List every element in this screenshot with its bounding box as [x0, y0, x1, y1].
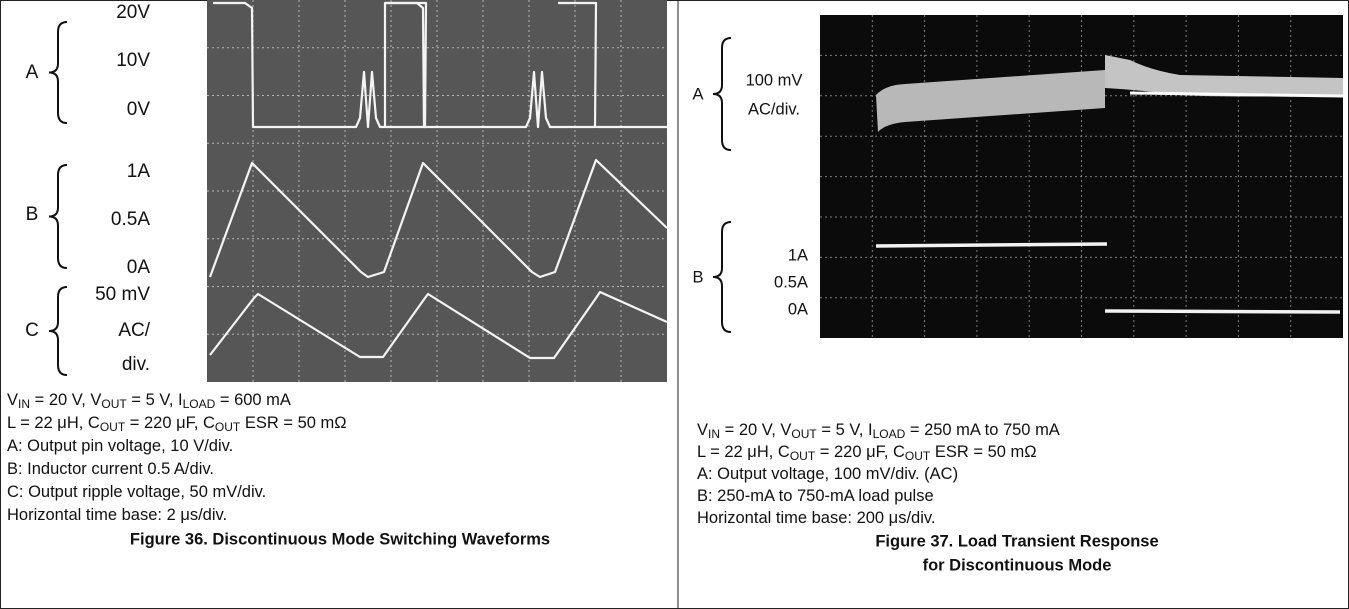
- caption-text: L = 22 μH, C: [7, 414, 100, 432]
- caption-text: = 220 μF, C: [125, 414, 215, 432]
- figure-title: for Discontinuous Mode: [923, 556, 1112, 574]
- subscript: OUT: [215, 420, 241, 434]
- caption-text: = 5 V, I: [817, 421, 873, 439]
- caption-text: = 250 mA to 750 mA: [905, 421, 1060, 439]
- trace-letter: C: [25, 320, 39, 341]
- scale-label: AC/div.: [748, 100, 800, 118]
- brace: [712, 37, 732, 151]
- scale-label: AC/: [118, 320, 150, 341]
- scope-left: [207, 0, 668, 382]
- caption-text: = 600 mA: [215, 391, 291, 409]
- caption-line: L = 22 μH, COUT = 220 μF, COUT ESR = 50 …: [697, 443, 1037, 462]
- scale-label: 0.5A: [111, 209, 150, 230]
- texts: A B C 20V 10V 0V 1A 0.5A 0A 50 mV AC/div. A B 100 mV A…: [7, 2, 1159, 574]
- caption-line: A: Output pin voltage, 10 V/div.: [7, 437, 233, 455]
- scale-label: 0.5A: [774, 273, 808, 291]
- caption-text: B: Inductor current 0.5 A/div.: [7, 460, 214, 478]
- scale-label: 1A: [788, 246, 808, 264]
- scale-label: 0V: [127, 99, 151, 120]
- caption-line: B: 250-mA to 750-mA load pulse: [697, 487, 934, 505]
- caption-line: L = 22 μH, COUT = 220 μF, COUT ESR = 50 …: [7, 414, 347, 433]
- caption-line: VIN = 20 V, VOUT = 5 V, ILOAD = 250 mA t…: [697, 421, 1060, 440]
- brace: [48, 21, 68, 124]
- subscript: OUT: [100, 420, 126, 434]
- scale-label: 0A: [127, 257, 151, 278]
- trace-letter: A: [692, 85, 703, 103]
- scale-label: div.: [122, 354, 150, 375]
- subscript: OUT: [790, 449, 816, 463]
- caption-text: A: Output voltage, 100 mV/div. (AC): [697, 465, 958, 483]
- caption-text: = 5 V, I: [127, 391, 183, 409]
- caption-line: Horizontal time base: 200 μs/div.: [697, 509, 935, 527]
- trace-letter: B: [692, 268, 703, 286]
- caption-text: ESR = 50 mΩ: [240, 414, 346, 432]
- subscript: IN: [708, 427, 720, 441]
- scale-label: 50 mV: [95, 284, 150, 305]
- scale-label: 10V: [116, 50, 150, 71]
- caption-text: = 20 V, V: [30, 391, 101, 409]
- caption-text: = 220 μF, C: [815, 443, 905, 461]
- caption-text: ESR = 50 mΩ: [930, 443, 1036, 461]
- figure-title: Figure 37. Load Transient Response: [875, 532, 1158, 550]
- brace: [48, 286, 68, 376]
- subscript: OUT: [101, 397, 127, 411]
- caption-text: Horizontal time base: 200 μs/div.: [697, 509, 935, 527]
- brace: [48, 164, 68, 269]
- scale-label: 20V: [116, 2, 150, 23]
- trace-letter: A: [26, 62, 39, 83]
- caption-line: VIN = 20 V, VOUT = 5 V, ILOAD = 600 mA: [7, 391, 291, 410]
- scale-label: 1A: [127, 161, 151, 182]
- caption-text: Horizontal time base: 2 μs/div.: [7, 506, 227, 524]
- subscript: IN: [18, 397, 30, 411]
- subscript: LOAD: [183, 397, 216, 411]
- scale-label: 0A: [788, 300, 808, 318]
- caption-text: A: Output pin voltage, 10 V/div.: [7, 437, 233, 455]
- caption-line: B: Inductor current 0.5 A/div.: [7, 460, 214, 478]
- caption-line: C: Output ripple voltage, 50 mV/div.: [7, 483, 266, 501]
- scope-right: [820, 15, 1344, 338]
- caption-text: V: [697, 421, 708, 439]
- subscript: LOAD: [873, 427, 906, 441]
- caption-text: = 20 V, V: [720, 421, 791, 439]
- scale-label: 100 mV: [746, 71, 803, 89]
- trace-letter: B: [26, 204, 39, 225]
- subscript: OUT: [905, 449, 931, 463]
- caption-text: C: Output ripple voltage, 50 mV/div.: [7, 483, 266, 501]
- brace: [712, 221, 732, 333]
- caption-line: A: Output voltage, 100 mV/div. (AC): [697, 465, 958, 483]
- figure-title: Figure 36. Discontinuous Mode Switching …: [130, 530, 550, 548]
- caption-text: L = 22 μH, C: [697, 443, 790, 461]
- caption-text: B: 250-mA to 750-mA load pulse: [697, 487, 934, 505]
- subscript: OUT: [791, 427, 817, 441]
- caption-line: Horizontal time base: 2 μs/div.: [7, 506, 227, 524]
- braces: [48, 21, 732, 376]
- caption-text: V: [7, 391, 18, 409]
